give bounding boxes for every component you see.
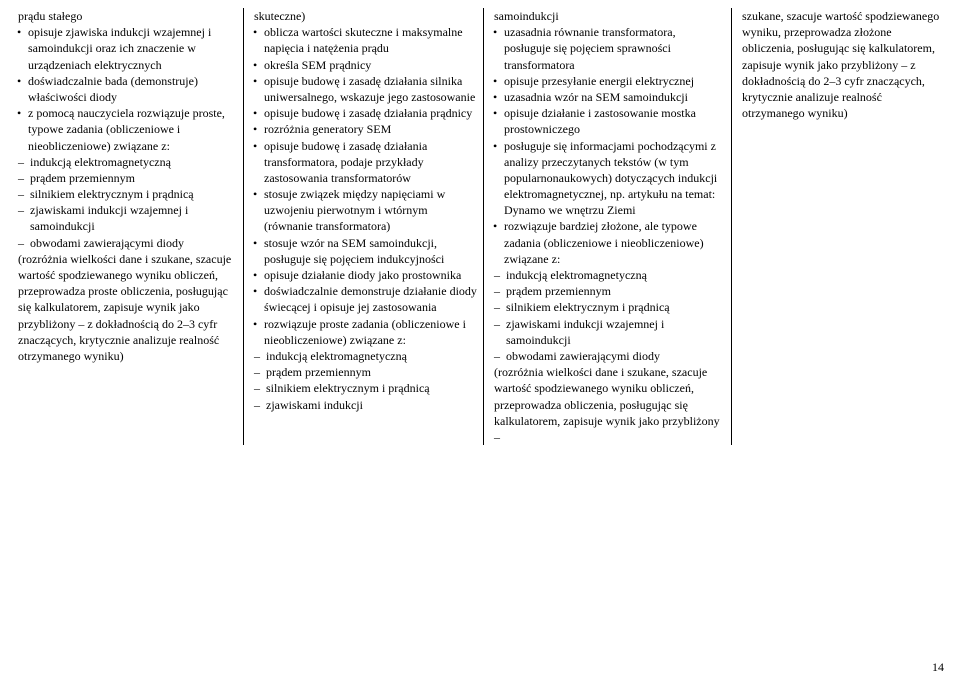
bullet-item: z pomocą nauczyciela rozwiązuje proste, … <box>14 105 237 154</box>
bullet-item: doświadczalnie bada (demonstruje) właści… <box>14 73 237 105</box>
bullet-item: uzasadnia wzór na SEM samoindukcji <box>490 89 725 105</box>
bullet-item: opisuje działanie i zastosowanie mostka … <box>490 105 725 137</box>
dash-item: prądem przemiennym <box>490 283 725 299</box>
dash-item: silnikiem elektrycznym i prądnicą <box>250 380 477 396</box>
bullet-item: opisuje działanie diody jako prostownika <box>250 267 477 283</box>
bullet-item: opisuje budowę i zasadę działania prądni… <box>250 105 477 121</box>
paragraph-item: (rozróżnia wielkości dane i szukane, sza… <box>14 251 237 364</box>
dash-item: zjawiskami indukcji wzajemnej i samoindu… <box>14 202 237 234</box>
bullet-item: opisuje budowę i zasadę działania silnik… <box>250 73 477 105</box>
column-4: szukane, szacuje wartość spodziewanego w… <box>732 8 952 445</box>
bullet-item: rozwiązuje bardziej złożone, ale typowe … <box>490 218 725 267</box>
column-2-list: skuteczne)oblicza wartości skuteczne i m… <box>250 8 477 413</box>
bullet-item: rozróżnia generatory SEM <box>250 121 477 137</box>
column-4-list: szukane, szacuje wartość spodziewanego w… <box>738 8 946 121</box>
bullet-item: doświadczalnie demonstruje działanie dio… <box>250 283 477 315</box>
dash-item: indukcją elektromagnetyczną <box>14 154 237 170</box>
dash-item: indukcją elektromagnetyczną <box>250 348 477 364</box>
paragraph-item: szukane, szacuje wartość spodziewanego w… <box>738 8 946 121</box>
dash-item: zjawiskami indukcji wzajemnej i samoindu… <box>490 316 725 348</box>
dash-item: prądem przemiennym <box>14 170 237 186</box>
bullet-item: opisuje budowę i zasadę działania transf… <box>250 138 477 187</box>
bullet-item: rozwiązuje proste zadania (obliczeniowe … <box>250 316 477 348</box>
bullet-item: opisuje zjawiska indukcji wzajemnej i sa… <box>14 24 237 73</box>
paragraph-item: prądu stałego <box>14 8 237 24</box>
page: prądu stałegoopisuje zjawiska indukcji w… <box>8 8 952 445</box>
column-3-list: samoindukcjiuzasadnia równanie transform… <box>490 8 725 445</box>
page-number: 14 <box>932 659 944 675</box>
column-1-list: prądu stałegoopisuje zjawiska indukcji w… <box>14 8 237 364</box>
column-3: samoindukcjiuzasadnia równanie transform… <box>484 8 732 445</box>
dash-item: indukcją elektromagnetyczną <box>490 267 725 283</box>
bullet-item: określa SEM prądnicy <box>250 57 477 73</box>
paragraph-item: (rozróżnia wielkości dane i szukane, sza… <box>490 364 725 445</box>
bullet-item: stosuje wzór na SEM samoindukcji, posług… <box>250 235 477 267</box>
bullet-item: stosuje związek między napięciami w uzwo… <box>250 186 477 235</box>
bullet-item: posługuje się informacjami pochodzącymi … <box>490 138 725 219</box>
dash-item: prądem przemiennym <box>250 364 477 380</box>
paragraph-item: skuteczne) <box>250 8 477 24</box>
column-1: prądu stałegoopisuje zjawiska indukcji w… <box>8 8 244 445</box>
bullet-item: uzasadnia równanie transformatora, posłu… <box>490 24 725 73</box>
dash-item: zjawiskami indukcji <box>250 397 477 413</box>
dash-item: silnikiem elektrycznym i prądnicą <box>490 299 725 315</box>
bullet-item: opisuje przesyłanie energii elektrycznej <box>490 73 725 89</box>
dash-item: silnikiem elektrycznym i prądnicą <box>14 186 237 202</box>
column-2: skuteczne)oblicza wartości skuteczne i m… <box>244 8 484 445</box>
bullet-item: oblicza wartości skuteczne i maksymalne … <box>250 24 477 56</box>
dash-item: obwodami zawierającymi diody <box>14 235 237 251</box>
dash-item: obwodami zawierającymi diody <box>490 348 725 364</box>
paragraph-item: samoindukcji <box>490 8 725 24</box>
